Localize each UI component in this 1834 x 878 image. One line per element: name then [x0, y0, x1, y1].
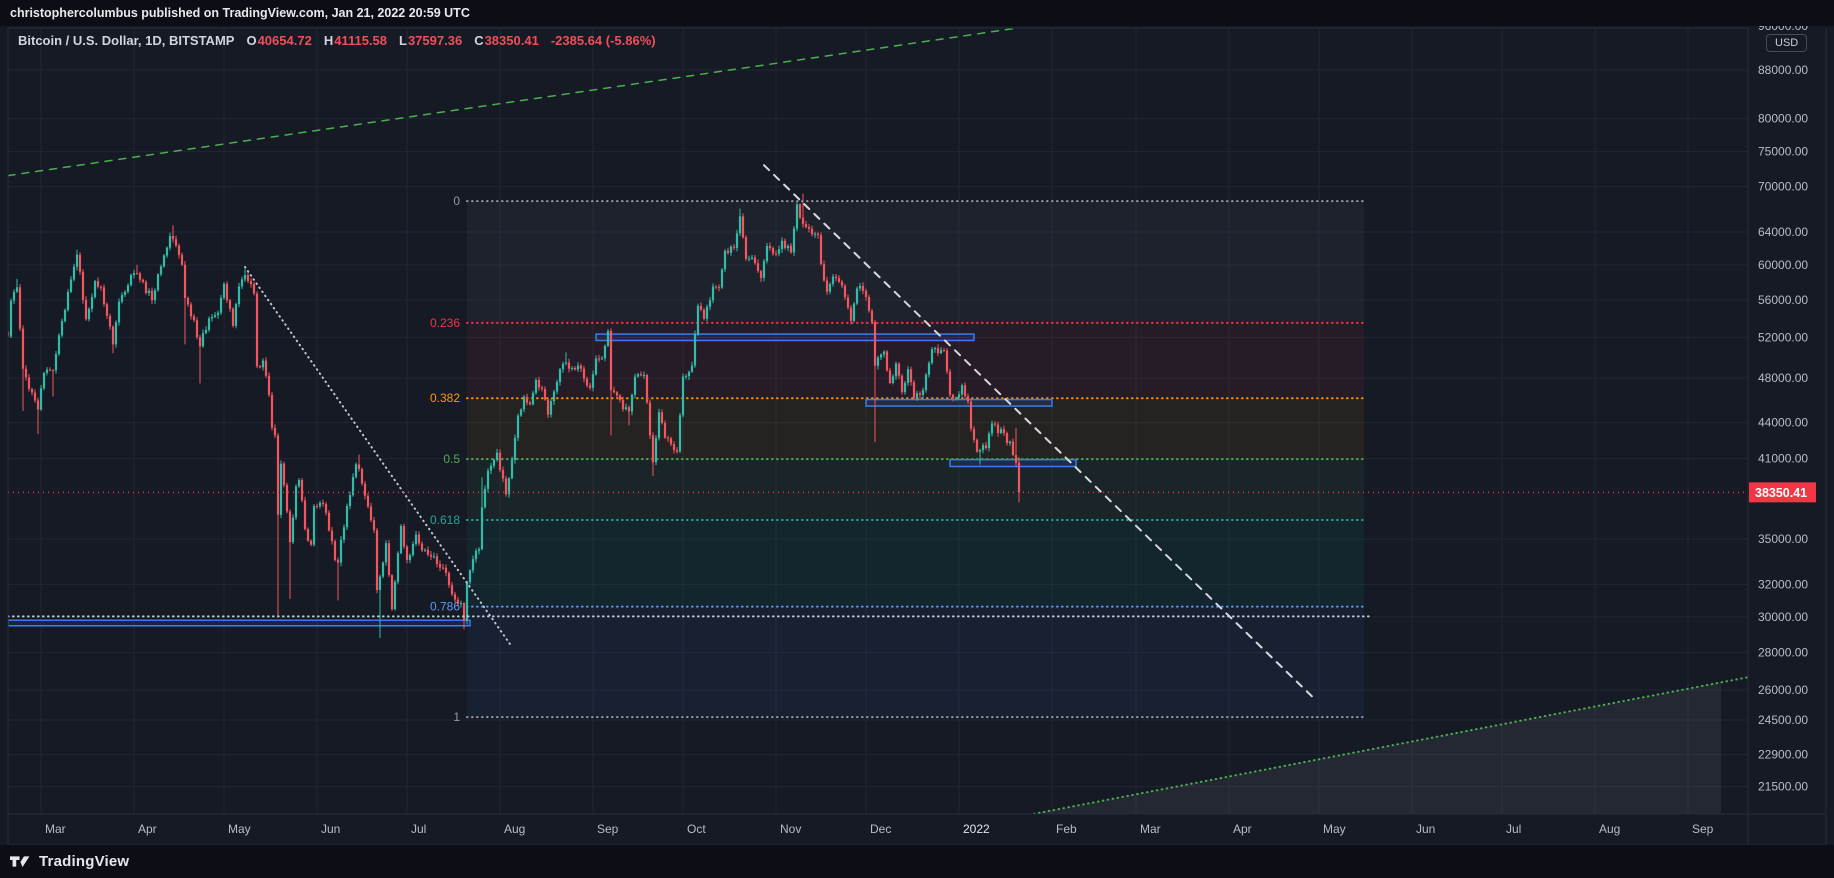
legend-close: C 38350.41: [474, 33, 539, 48]
fib-retracement-drawing[interactable]: 0 0.236 0.382 0.5 0.618 0.786 1: [430, 194, 1365, 724]
fib-level-label: 0.236: [430, 316, 460, 330]
rectangle-drawings[interactable]: [8, 333, 1077, 627]
price-tick-label: 24500.00: [1758, 713, 1808, 727]
time-axis-label: Oct: [687, 822, 706, 836]
price-tick-label: 26000.00: [1758, 683, 1808, 697]
fib-band: [467, 201, 1364, 323]
fib-level-label: 0.5: [443, 452, 460, 466]
fib-band: [467, 398, 1364, 460]
upper-channel-green[interactable]: [8, 26, 1031, 177]
price-tick-label: 60000.00: [1758, 258, 1808, 272]
time-axis-label: Apr: [1233, 822, 1252, 836]
time-axis-label: Aug: [1599, 822, 1620, 836]
last-price-tag: [1749, 482, 1816, 503]
price-tick-label: 21500.00: [1758, 780, 1808, 794]
price-tick-label: 80000.00: [1758, 111, 1808, 125]
fib-level-label: 0.618: [430, 513, 460, 527]
time-scale[interactable]: Mar Apr May Jun Jul Aug Sep Oct Nov Dec 2022 Feb Mar…: [45, 822, 1714, 836]
last-price-tag-value: 38350.41: [1755, 486, 1807, 500]
legend-low: L 37597.36: [399, 33, 463, 48]
price-tick-label: 22900.00: [1758, 748, 1808, 762]
time-axis-label: Mar: [45, 822, 66, 836]
price-tick-label: 30000.00: [1758, 610, 1808, 624]
price-tick-label: 75000.00: [1758, 144, 1808, 158]
time-axis-label: Jul: [411, 822, 426, 836]
time-axis-label: Jul: [1506, 822, 1521, 836]
time-axis-label: 2022: [963, 822, 990, 836]
time-axis-label: Dec: [870, 822, 891, 836]
fib-band: [467, 459, 1364, 520]
tradingview-logo-icon[interactable]: [10, 854, 32, 869]
footer-bar: TradingView: [0, 845, 1834, 878]
price-tick-label: 35000.00: [1758, 532, 1808, 546]
time-axis-label: Apr: [138, 822, 157, 836]
time-axis-label: May: [228, 822, 251, 836]
support-zone-41k[interactable]: [949, 458, 1077, 468]
legend-change: -2385.64 (-5.86%): [550, 33, 656, 48]
price-tick-label: 56000.00: [1758, 293, 1808, 307]
fib-level-label: 0.382: [430, 391, 460, 405]
currency-usd-button[interactable]: USD: [1766, 34, 1808, 52]
price-tick-label: 41000.00: [1758, 451, 1808, 465]
fib-level-label: 0: [453, 194, 460, 208]
grid-lines: [8, 28, 1748, 814]
time-axis-label: Aug: [504, 822, 525, 836]
fib-band: [467, 606, 1364, 718]
attribution-bar: christophercolumbus published on Trading…: [0, 0, 1834, 26]
candlestick-series: [8, 193, 1021, 638]
resistance-zone-52k[interactable]: [595, 333, 975, 342]
price-tick-label: 48000.00: [1758, 371, 1808, 385]
support-zone-30k[interactable]: [8, 619, 471, 627]
fib-level-label: 1: [453, 710, 460, 724]
time-axis-label: Jun: [321, 822, 340, 836]
resistance-zone-46k[interactable]: [865, 398, 1053, 407]
fib-band: [467, 519, 1364, 607]
fib-level-label: 0.786: [430, 600, 460, 614]
time-axis-label: Nov: [780, 822, 801, 836]
symbol-legend[interactable]: Bitcoin / U.S. Dollar, 1D, BITSTAMP O 406…: [18, 33, 656, 48]
price-tick-label: 88000.00: [1758, 63, 1808, 77]
legend-open: O 40654.72: [246, 33, 312, 48]
downtrend-from-ath[interactable]: [763, 164, 1317, 702]
time-axis-label: Feb: [1056, 822, 1077, 836]
time-axis-label: Jun: [1416, 822, 1435, 836]
time-axis-label: Mar: [1140, 822, 1161, 836]
time-axis-label: Sep: [597, 822, 619, 836]
legend-high: H 41115.58: [323, 33, 387, 48]
price-tick-label: 70000.00: [1758, 179, 1808, 193]
lower-support-green[interactable]: [1033, 676, 1748, 814]
price-tick-label: 28000.00: [1758, 645, 1808, 659]
time-axis-label: May: [1323, 822, 1346, 836]
time-axis-label: Sep: [1692, 822, 1714, 836]
attribution-text: christophercolumbus published on Trading…: [10, 6, 470, 20]
price-tick-label: 52000.00: [1758, 331, 1808, 345]
price-scale[interactable]: 96000.0088000.0080000.0075000.0070000.00…: [1749, 19, 1816, 794]
fib-band: [467, 322, 1364, 399]
price-tick-label: 64000.00: [1758, 225, 1808, 239]
tradingview-brand-text[interactable]: TradingView: [39, 853, 130, 870]
price-tick-label: 32000.00: [1758, 577, 1808, 591]
price-tick-label: 44000.00: [1758, 415, 1808, 429]
symbol-title: Bitcoin / U.S. Dollar, 1D, BITSTAMP: [18, 33, 235, 48]
